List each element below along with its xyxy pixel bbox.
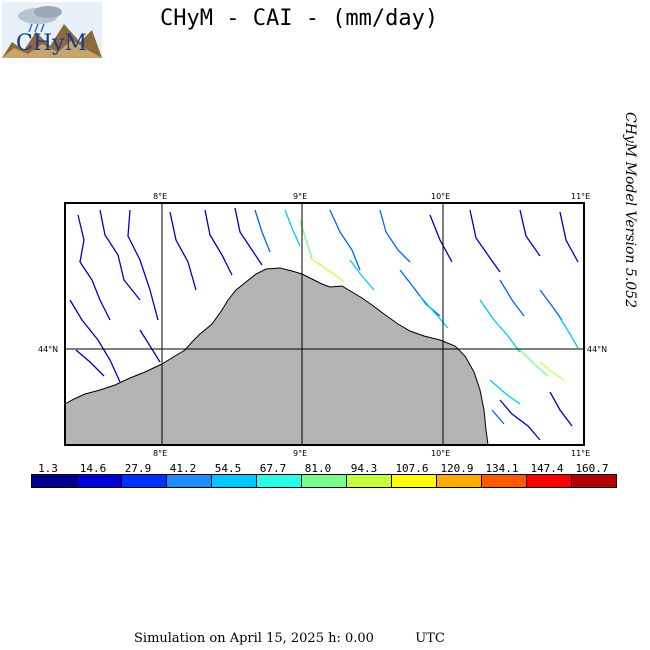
coastline [64,267,489,446]
colorbar-label: 1.3 [38,462,58,475]
lat-tick-right-44: 44°N [587,345,607,354]
colorbar-swatch [392,475,437,487]
colorbar-swatch [527,475,572,487]
colorbar-swatch [482,475,527,487]
lon-tick-bottom-11: 11°E [571,449,590,458]
colorbar-swatch [167,475,212,487]
map-grid [65,203,584,445]
timezone-label: UTC [415,631,445,646]
colorbar-swatch [572,475,616,487]
lon-tick-bottom-9: 9°E [293,449,307,458]
colorbar-swatch [32,475,77,487]
river-network [69,207,579,441]
lat-tick-left-44: 44°N [38,345,58,354]
colorbar-label: 41.2 [169,462,197,475]
colorbar-swatch [212,475,257,487]
footer-caption: Simulation on April 15, 2025 h: 0.00 UTC [134,631,445,646]
map-frame [64,202,585,446]
colorbar-label: 67.7 [259,462,287,475]
simulation-date: Simulation on April 15, 2025 h: 0.00 [134,631,374,646]
page-title: CHyM - CAI - (mm/day) [160,6,439,31]
colorbar-swatch [257,475,302,487]
colorbar-label: 147.4 [530,462,564,475]
lon-tick-top-9: 9°E [293,192,307,201]
lon-tick-bottom-8: 8°E [153,449,167,458]
colorbar-swatch [77,475,122,487]
sea-area [65,268,488,445]
chym-logo: CHyM [2,2,102,58]
colorbar-label: 14.6 [79,462,107,475]
colorbar-label: 27.9 [124,462,152,475]
lon-tick-top-10: 10°E [431,192,450,201]
lon-tick-bottom-10: 10°E [431,449,450,458]
lon-tick-top-11: 11°E [571,192,590,201]
colorbar [31,474,617,488]
colorbar-label: 107.6 [395,462,429,475]
logo-text: CHyM [16,31,87,56]
colorbar-swatch [122,475,167,487]
colorbar-swatch [347,475,392,487]
colorbar-label: 134.1 [485,462,519,475]
colorbar-label: 120.9 [440,462,474,475]
colorbar-swatch [437,475,482,487]
colorbar-label: 54.5 [214,462,242,475]
lon-tick-top-8: 8°E [153,192,167,201]
colorbar-label: 81.0 [304,462,332,475]
colorbar-label: 94.3 [350,462,378,475]
colorbar-label: 160.7 [575,462,609,475]
colorbar-swatch [302,475,347,487]
